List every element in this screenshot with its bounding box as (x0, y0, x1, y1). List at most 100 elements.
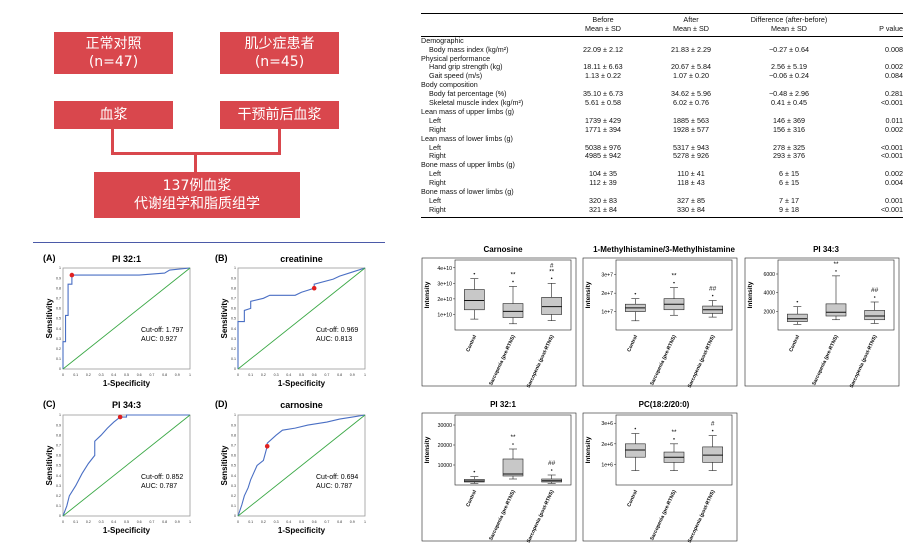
y-axis-label: Sensitivity (45, 298, 54, 339)
cell-pvalue: <0.001 (880, 142, 903, 152)
cell-before: 1.13 ± 0.22 (585, 71, 621, 81)
x-tick-label: 0.4 (286, 373, 291, 377)
y-tick-label: 0.8 (56, 286, 61, 290)
flow-box-omics: 137例血浆 代谢组学和脂质组学 (94, 172, 300, 218)
table-row: Left 1739 ± 429 1885 ± 563 146 ± 369 0.011 (421, 116, 903, 126)
boxplot-title: 1-Methylhistamine/3-Methylhistamine (593, 245, 735, 254)
table-row: Right 321 ± 84 330 ± 84 9 ± 18 <0.001 (421, 204, 903, 215)
table-row: Right 1771 ± 394 1928 ± 577 156 ± 316 0.002 (421, 124, 903, 135)
roc-title: PI 32:1 (112, 254, 141, 264)
category-label: Sarcopenia (post-RTNS) (526, 489, 556, 544)
x-tick-label: 0.2 (86, 520, 91, 524)
significance-mark: ** (510, 271, 516, 278)
x-tick-label: 0.3 (99, 520, 104, 524)
boxplot-axes (615, 414, 733, 486)
category-label: Control (626, 334, 639, 353)
cell-pvalue: <0.001 (880, 98, 903, 108)
panel-label: (B) (215, 253, 228, 263)
panel-label: (A) (43, 253, 56, 263)
roc-curve (237, 267, 366, 369)
cell-before: 5.61 ± 0.58 (585, 98, 621, 108)
x-tick-label: 0 (237, 373, 239, 377)
category-label: Sarcopenia (post-RTNS) (849, 334, 879, 389)
flow-box-control-line2: (n=47) (88, 54, 139, 70)
y-tick-label: 1 (234, 266, 236, 270)
table-row: Lean mass of upper limbs (g) (421, 107, 903, 117)
outlier-point (473, 470, 476, 473)
category-label: Sarcopenia (pre-RTNS) (488, 489, 517, 541)
box (702, 305, 723, 314)
box (502, 303, 524, 318)
significance-mark: # (550, 262, 554, 269)
row-label: Body fat percentage (%) (429, 89, 507, 99)
y-tick-label: 0 (234, 514, 236, 518)
outlier-point (550, 277, 553, 280)
category-label: Sarcopenia (pre-RTNS) (649, 489, 678, 541)
cell-difference: 293 ± 376 (773, 151, 805, 161)
y-tick-label: 0.5 (231, 464, 236, 468)
row-label: Left (429, 142, 441, 152)
flow-connector-vertical-left (111, 129, 114, 154)
x-tick-label: 0.8 (337, 520, 342, 524)
y-tick-label: 0.1 (231, 357, 236, 361)
significance-mark: ** (833, 261, 839, 268)
significance-mark: ## (871, 287, 879, 294)
cell-before: 1771 ± 394 (585, 124, 621, 134)
flow-connector-vertical-right (278, 129, 281, 154)
cell-difference: 7 ± 17 (779, 195, 799, 205)
flow-box-control: 正常对照 (n=47) (54, 32, 173, 74)
boxplot-axes (454, 259, 572, 331)
y-tick-label: 2000 (763, 309, 775, 315)
flow-box-intervention-plasma-label: 干预前后血浆 (237, 107, 322, 123)
panel-label: (C) (43, 399, 56, 409)
y-tick-label: 0.6 (231, 454, 236, 458)
cell-difference: 278 ± 325 (773, 142, 805, 152)
boxplot-title: PI 32:1 (490, 400, 516, 409)
y-tick-label: 20000 (438, 443, 453, 449)
x-tick-label: 0.1 (73, 520, 78, 524)
cell-pvalue: 0.002 (885, 124, 903, 134)
y-tick-label: 0.5 (56, 464, 61, 468)
cell-pvalue: <0.001 (880, 151, 903, 161)
y-tick-label: 0.7 (56, 297, 61, 301)
box (464, 289, 485, 311)
flow-box-plasma: 血浆 (54, 101, 173, 129)
y-axis-label: Intensity (424, 436, 431, 463)
flow-box-intervention-plasma: 干预前后血浆 (220, 101, 339, 129)
cell-before: 104 ± 35 (589, 169, 617, 179)
table-row: Right 112 ± 39 118 ± 43 6 ± 15 0.004 (421, 178, 903, 188)
roc-curve (62, 267, 191, 369)
header-difference: Difference (after-before) Mean ± SD (750, 15, 828, 33)
outlier-point (634, 292, 637, 295)
box (541, 297, 562, 315)
significance-mark: # (711, 421, 715, 428)
table-row: Body fat percentage (%) 35.10 ± 6.73 34.62… (421, 89, 903, 99)
table-row: Demographic (421, 36, 903, 46)
cell-difference: −0.48 ± 2.96 (768, 89, 810, 99)
boxplot-frame (421, 412, 577, 542)
reference-line (62, 267, 191, 370)
flow-box-patients-line2: (n=45) (254, 54, 305, 70)
outlier-point (673, 281, 675, 284)
header-pvalue: P value (879, 23, 903, 33)
boxplot-frame (582, 412, 738, 542)
y-tick-label: 0 (234, 367, 236, 371)
cell-difference: 9 ± 18 (779, 204, 799, 214)
x-tick-label: 0.6 (137, 373, 142, 377)
category-label: Control (465, 334, 478, 353)
roc-panel-3: (C) PI 34:3 00 0.1 0.1 0.2 0.2 0.3 0.3 0.4 0.4 0.5 0… (43, 399, 191, 535)
auc-annotation: AUC: 0.927 (141, 336, 177, 343)
table-row: Right 4985 ± 942 5278 ± 926 293 ± 376 <0.001 (421, 151, 903, 161)
x-axis-label: 1-Specificity (278, 526, 326, 535)
cutoff-point (117, 414, 123, 420)
x-tick-label: 0 (237, 520, 239, 524)
y-tick-label: 0.1 (231, 504, 236, 508)
y-tick-label: 0.6 (231, 307, 236, 311)
y-tick-label: 10000 (438, 463, 453, 469)
x-tick-label: 0.7 (149, 373, 154, 377)
x-tick-label: 0.2 (261, 373, 266, 377)
category-label: Sarcopenia (post-RTNS) (687, 334, 717, 389)
table-row: Body mass index (kg/m²) 22.09 ± 2.12 21.83… (421, 45, 903, 55)
cell-after: 5317 ± 943 (673, 142, 709, 152)
x-tick-label: 1 (364, 520, 366, 524)
